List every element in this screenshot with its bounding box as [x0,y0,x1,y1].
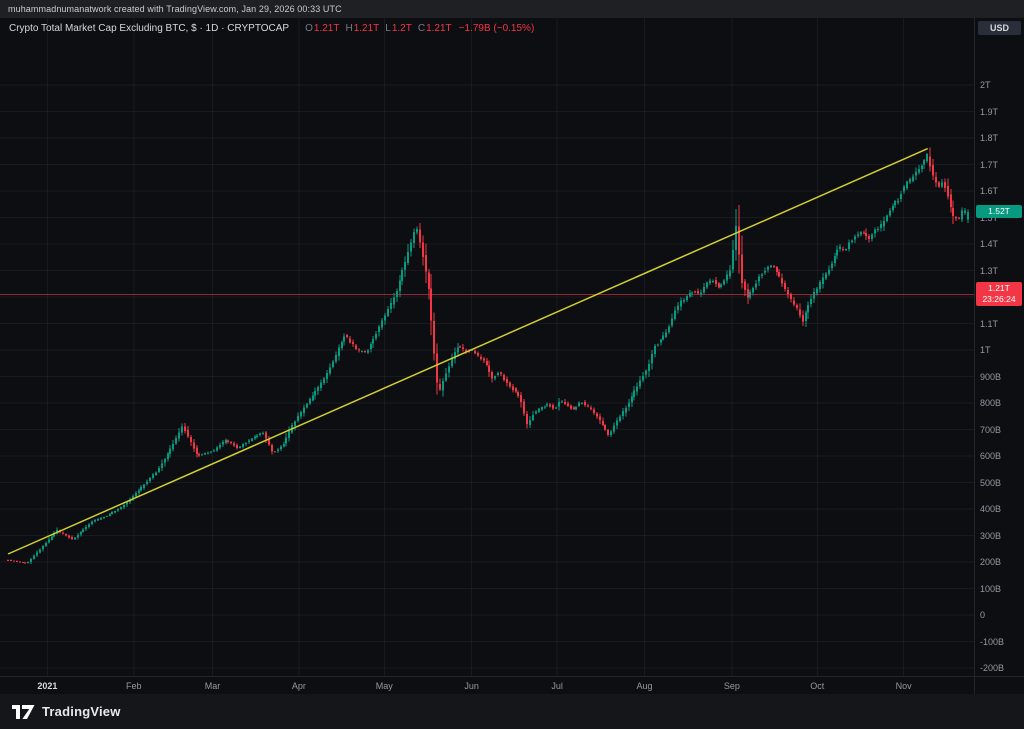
bar-countdown: 23:26:24 [982,294,1016,305]
price-axis-label: 500B [980,477,1002,488]
price-axis-label: -100B [980,636,1005,647]
low-label: L [385,23,391,34]
current-price-badge: 1.21T 23:26:24 [976,282,1022,307]
low-value: 1.2T [391,23,412,34]
price-axis-label: 100B [980,583,1002,594]
change-value: −1.79B (−0.15%) [458,23,535,34]
price-axis-label: 0 [980,610,986,620]
chart-plot[interactable] [0,18,974,676]
price-axis-label: 1.1T [980,318,999,329]
price-axis-label: 200B [980,557,1002,567]
time-axis-label: Jun [464,681,479,691]
high-value: 1.21T [353,23,380,34]
legend[interactable]: Crypto Total Market Cap Excluding BTC, $… [9,23,534,34]
attribution-bar: muhammadnumanatwork created with Trading… [0,0,1024,18]
current-price-value: 1.21T [988,283,1010,294]
time-axis-label: Oct [810,681,825,691]
price-axis-label: -200B [980,663,1005,673]
price-axis-label: 300B [980,530,1002,541]
price-axis-label: 1.6T [980,186,999,196]
price-axis-label: 1T [980,345,991,355]
currency-button[interactable]: USD [978,21,1021,35]
last-price-badge: 1.52T [976,205,1022,219]
close-label: C [417,23,426,34]
price-axis-label: 1.9T [980,106,999,117]
price-axis-label: 1.3T [980,265,999,276]
high-label: H [345,23,353,34]
time-axis-label: 2021 [37,681,58,691]
time-axis-label: Apr [291,681,306,691]
open-label: O [305,23,313,34]
time-axis-label: May [375,681,393,691]
price-axis-label: 900B [980,371,1002,382]
footer-bar: TradingView [0,694,1024,729]
price-axis-label: 1.7T [980,159,999,170]
brand-name[interactable]: TradingView [42,704,121,719]
price-axis-label: 2T [980,80,991,90]
time-axis[interactable]: 2021 Feb Mar Apr May Jun Jul Aug Sep Oct Nov [0,676,974,694]
price-axis-label: 1.4T [980,239,999,249]
price-axis-label: 1.8T [980,133,999,143]
attribution-text: muhammadnumanatwork created with Trading… [8,4,342,14]
time-axis-label: Feb [125,681,142,691]
price-axis-label: 800B [980,398,1002,408]
axis-corner [974,676,1024,694]
time-axis-label: Nov [895,681,912,691]
time-axis-label: Mar [204,681,221,691]
price-axis-label: 700B [980,424,1002,435]
time-axis-label: Aug [636,681,653,691]
tradingview-logo[interactable] [12,704,35,720]
time-axis-label: Jul [551,681,563,691]
candlestick-chart[interactable] [0,18,974,676]
open-value: 1.21T [313,23,340,34]
chart-area[interactable]: Crypto Total Market Cap Excluding BTC, $… [0,18,1024,694]
price-axis-label: 600B [980,451,1002,461]
symbol-title[interactable]: Crypto Total Market Cap Excluding BTC, $… [9,23,290,34]
close-value: 1.21T [426,23,452,34]
price-axis[interactable]: -200B -100B 0 100B 200B 300B 400B 500B 600B 700B 8… [974,18,1024,676]
time-axis-label: Sep [723,681,740,691]
price-axis-label: 400B [980,504,1002,514]
